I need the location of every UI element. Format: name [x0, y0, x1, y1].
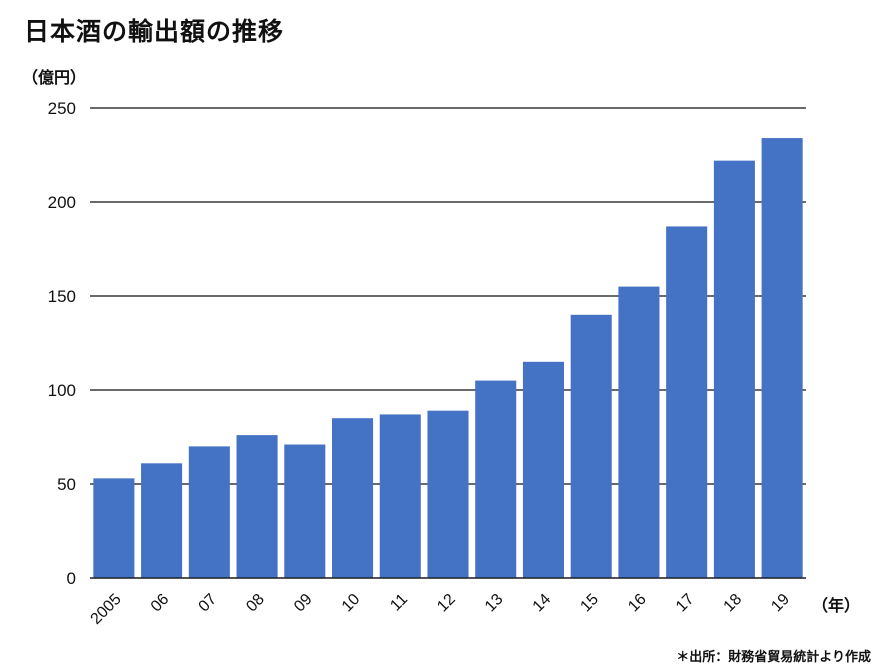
bar — [284, 444, 326, 578]
bar — [93, 478, 135, 578]
chart-title: 日本酒の輸出額の推移 — [24, 17, 285, 46]
bar — [332, 418, 374, 578]
bar — [618, 286, 660, 578]
y-tick-label: 200 — [48, 193, 76, 212]
bar — [570, 314, 612, 578]
x-tick-label: 11 — [387, 591, 411, 615]
x-tick-label: 14 — [530, 591, 555, 616]
x-tick-label: 16 — [625, 591, 650, 616]
bar — [475, 380, 517, 578]
source-note: ＊出所：財務省貿易統計より作成 — [676, 650, 871, 665]
x-tick-label: 19 — [768, 591, 793, 616]
x-tick-label: 10 — [339, 591, 364, 616]
y-tick-label: 150 — [48, 287, 76, 306]
x-tick-label: 15 — [577, 591, 602, 616]
bar — [236, 435, 278, 578]
x-tick-label: 07 — [196, 591, 221, 616]
y-tick-label: 250 — [48, 99, 76, 118]
bar — [761, 138, 803, 578]
x-tick-label: 09 — [291, 591, 316, 616]
x-tick-label: 2005 — [88, 591, 125, 628]
y-tick-label: 0 — [67, 569, 76, 588]
bar — [141, 463, 183, 578]
bar — [427, 410, 469, 578]
bar — [522, 361, 564, 578]
y-tick-label: 100 — [48, 381, 76, 400]
bar — [379, 414, 421, 578]
x-tick-label: 08 — [243, 591, 268, 616]
x-tick-label: 12 — [434, 591, 459, 616]
x-tick-label: 06 — [148, 591, 173, 616]
y-axis-unit-label: （億円） — [22, 68, 87, 87]
bar — [666, 226, 708, 578]
y-tick-label: 50 — [57, 475, 76, 494]
x-tick-label: 18 — [721, 591, 746, 616]
x-tick-label: 13 — [482, 591, 507, 616]
x-tick-label: 17 — [673, 591, 698, 616]
bar — [188, 446, 230, 578]
x-axis-unit-label: （年） — [812, 596, 861, 615]
bar — [713, 160, 755, 578]
